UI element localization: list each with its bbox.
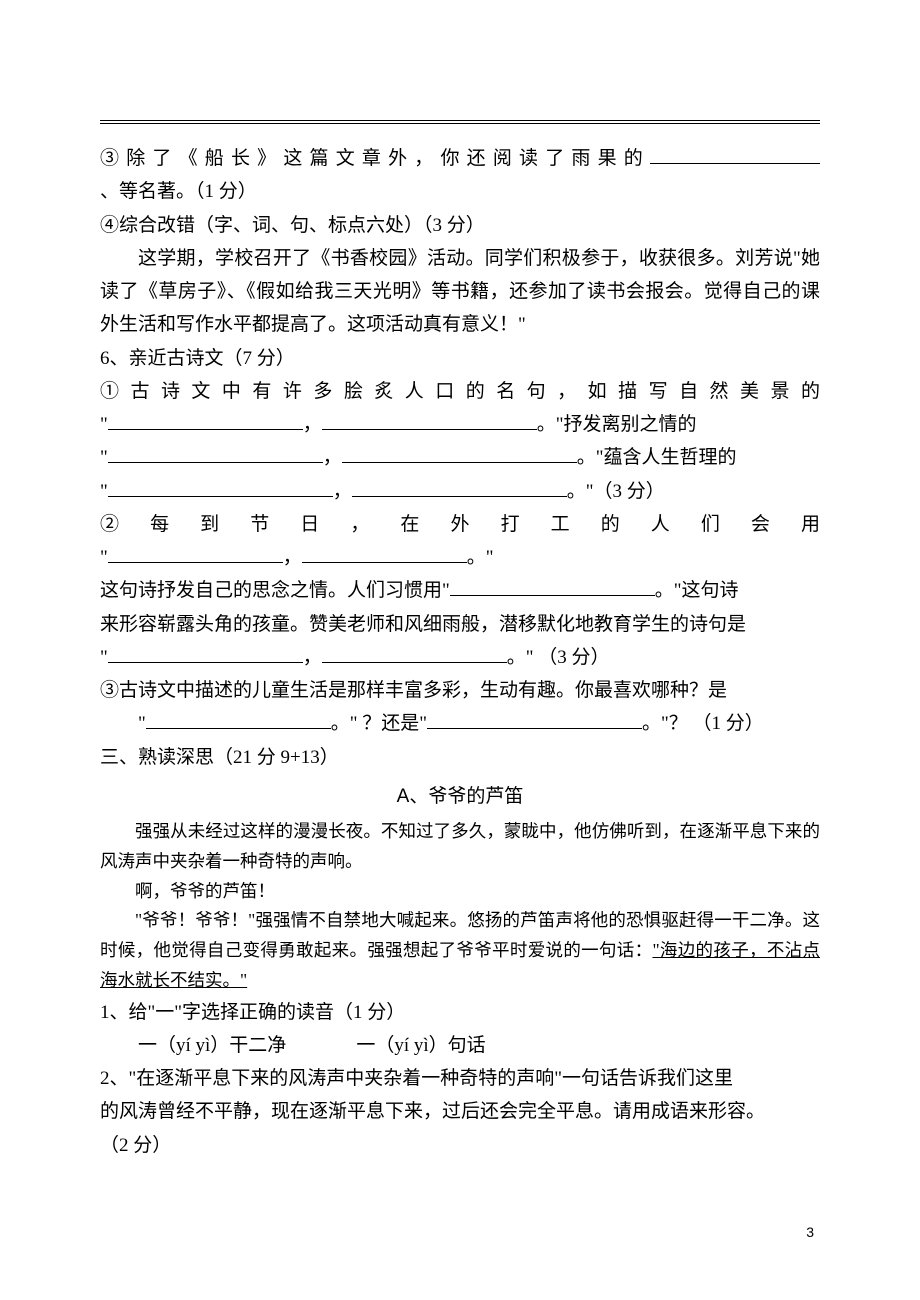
text: 这句诗抒发自己的思念之情。人们习惯用" bbox=[100, 580, 450, 601]
pq1-options: 一（yí yì）干二净 一（yí yì）句话 bbox=[100, 1029, 820, 1062]
passage-a-title: A、爷爷的芦笛 bbox=[100, 780, 820, 813]
pq1-opt2: 一（yí yì）句话 bbox=[356, 1035, 485, 1056]
q6-s2-line3: 这句诗抒发自己的思念之情。人们习惯用" 。"这句诗 bbox=[100, 574, 820, 607]
blank bbox=[450, 595, 655, 596]
text: 。" ？还是" bbox=[331, 713, 427, 734]
blank bbox=[108, 462, 323, 463]
q6-s1-line2: " ， 。"抒发离别之情的 bbox=[100, 408, 820, 441]
section3-heading: 三、熟读深思（21 分 9+13） bbox=[100, 741, 820, 774]
passage-a-p1: 强强从未经过这样的漫漫长夜。不知过了多久，蒙眬中，他仿佛听到，在逐渐平息下来的风… bbox=[100, 817, 820, 877]
q6-s2-line5: " ， 。" （3 分） bbox=[100, 641, 820, 674]
q6-s2-line4: 来形容崭露头角的孩童。赞美老师和风细雨般，潜移默化地教育学生的诗句是 bbox=[100, 608, 820, 641]
blank bbox=[108, 496, 333, 497]
q6-s3-line1: ③古诗文中描述的儿童生活是那样丰富多彩，生动有趣。你最喜欢哪种？是 bbox=[100, 674, 820, 707]
pq1-opt1: 一（yí yì）干二净 bbox=[138, 1035, 286, 1056]
blank bbox=[322, 662, 507, 663]
q6-s1-line3: " ， 。"蕴含人生哲理的 bbox=[100, 441, 820, 474]
q3-block: ③除了《船长》这篇文章外，你还阅读了雨果的、等名著。（1 分） bbox=[100, 142, 820, 209]
blank bbox=[342, 462, 577, 463]
passage-a-title-text: 、爷爷的芦笛 bbox=[409, 786, 523, 807]
text: ， bbox=[303, 647, 322, 668]
q6-heading: 6、亲近古诗文（7 分） bbox=[100, 342, 820, 375]
text: 。" bbox=[467, 547, 494, 568]
blank bbox=[302, 562, 467, 563]
passage-a-prefix: A bbox=[397, 786, 410, 807]
blank bbox=[108, 562, 283, 563]
q6-s1-line4: " ， 。"（3 分） bbox=[100, 475, 820, 508]
blank bbox=[108, 429, 303, 430]
text: 。"这句诗 bbox=[655, 580, 739, 601]
pq2-line1: 2、"在逐渐平息下来的风涛声中夹杂着一种奇特的声响"一句话告诉我们这里 bbox=[100, 1062, 820, 1095]
passage-a-p3: "爷爷！爷爷！"强强情不自禁地大喊起来。悠扬的芦笛声将他的恐惧驱赶得一干二净。这… bbox=[100, 906, 820, 995]
text: ， bbox=[323, 447, 342, 468]
pq2-line2: 的风涛曾经不平静，现在逐渐平息下来，过后还会完全平息。请用成语来形容。 bbox=[100, 1095, 820, 1128]
q4-body: 这学期，学校召开了《书香校园》活动。同学们积极参于，收获很多。刘芳说"她读了《草… bbox=[100, 242, 820, 342]
text: 。"蕴含人生哲理的 bbox=[577, 447, 737, 468]
text: " bbox=[100, 414, 108, 435]
q6-s2-line1: ② 每 到 节 日 ， 在 外 打 工 的 人 们 会 用 bbox=[100, 508, 820, 541]
pq2-line3: （2 分） bbox=[100, 1129, 820, 1162]
top-rule-2 bbox=[100, 123, 820, 124]
text: " bbox=[100, 547, 108, 568]
blank bbox=[322, 429, 537, 430]
passage-a-p2: 啊，爷爷的芦笛！ bbox=[100, 877, 820, 907]
q3-blank bbox=[650, 163, 820, 164]
text: " bbox=[100, 481, 108, 502]
text: ， bbox=[283, 547, 302, 568]
text: ， bbox=[333, 481, 352, 502]
blank bbox=[352, 496, 567, 497]
text: 。"抒发离别之情的 bbox=[537, 414, 697, 435]
q6-s2-line2: " ， 。" bbox=[100, 541, 820, 574]
q6-s1-line1: ① 古 诗 文 中 有 许 多 脍 炙 人 口 的 名 句 ， 如 描 写 自 … bbox=[100, 375, 820, 408]
text: " bbox=[100, 447, 108, 468]
blank bbox=[146, 728, 331, 729]
q4-heading: ④综合改错（字、词、句、标点六处）（3 分） bbox=[100, 209, 820, 242]
text: 。"？ （1 分） bbox=[642, 713, 764, 734]
blank bbox=[108, 662, 303, 663]
text: 。"（3 分） bbox=[567, 481, 665, 502]
blank bbox=[427, 728, 642, 729]
q3-text-after: 、等名著。（1 分） bbox=[100, 181, 257, 202]
text: " bbox=[138, 713, 146, 734]
text: 。" （3 分） bbox=[507, 647, 610, 668]
top-rule-1 bbox=[100, 120, 820, 121]
text: " bbox=[100, 647, 108, 668]
page-number: 3 bbox=[806, 1220, 814, 1245]
q3-text-before: ③除了《船长》这篇文章外，你还阅读了雨果的 bbox=[100, 148, 650, 169]
pq1-heading: 1、给"一"字选择正确的读音（1 分） bbox=[100, 996, 820, 1029]
text: ， bbox=[303, 414, 322, 435]
q6-s3-line2: " 。" ？还是" 。"？ （1 分） bbox=[100, 707, 820, 740]
